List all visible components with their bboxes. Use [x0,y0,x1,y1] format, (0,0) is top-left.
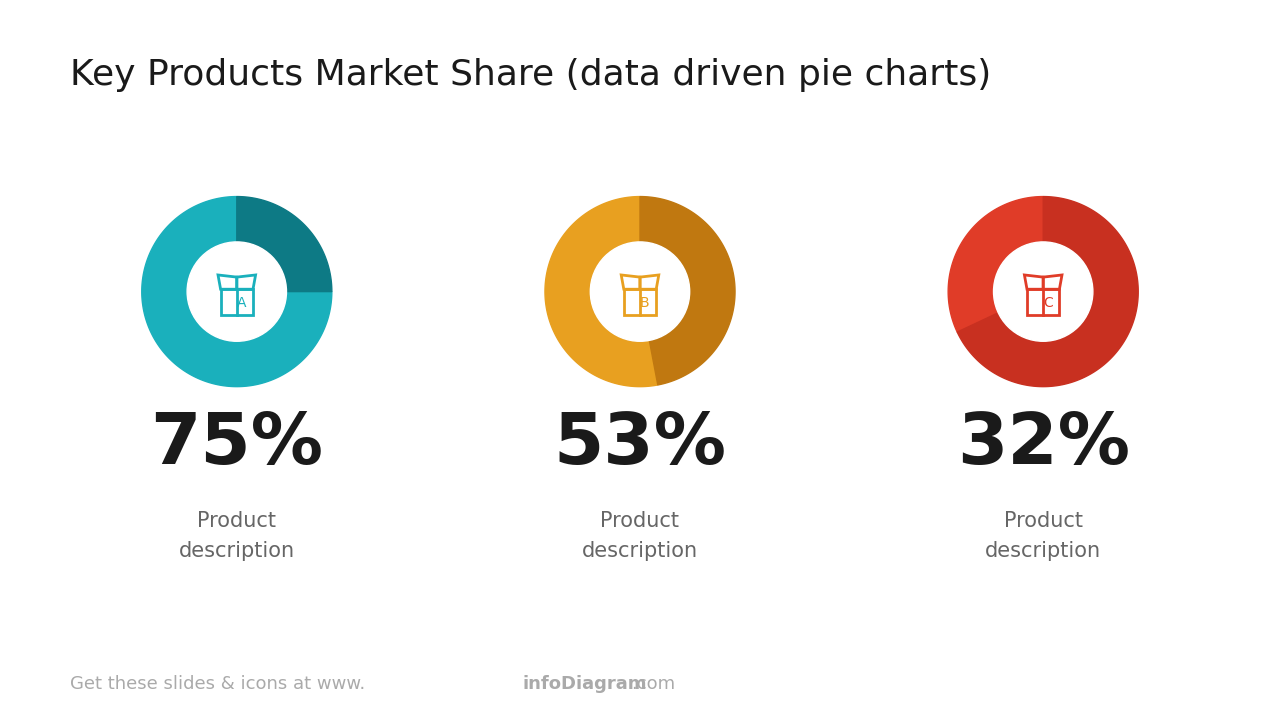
Text: Product
description: Product description [582,511,698,561]
Polygon shape [640,197,735,385]
Text: .com: .com [631,675,675,693]
Text: Product
description: Product description [179,511,294,561]
Text: B: B [640,297,650,310]
Text: A: A [237,297,247,310]
Bar [220,289,253,315]
Polygon shape [948,197,1043,332]
Text: Product
description: Product description [986,511,1101,561]
Bar [1027,289,1060,315]
Polygon shape [237,197,332,292]
Text: 53%: 53% [553,410,727,480]
Circle shape [993,242,1093,341]
Polygon shape [957,197,1138,387]
Text: Key Products Market Share (data driven pie charts): Key Products Market Share (data driven p… [70,58,992,91]
Text: 75%: 75% [150,410,324,480]
Circle shape [590,242,690,341]
Polygon shape [545,197,658,387]
Polygon shape [142,197,332,387]
Text: C: C [1043,297,1053,310]
Text: Get these slides & icons at www.: Get these slides & icons at www. [70,675,366,693]
Text: infoDiagram: infoDiagram [522,675,646,693]
Circle shape [187,242,287,341]
Text: 32%: 32% [956,410,1130,480]
Bar [623,289,657,315]
